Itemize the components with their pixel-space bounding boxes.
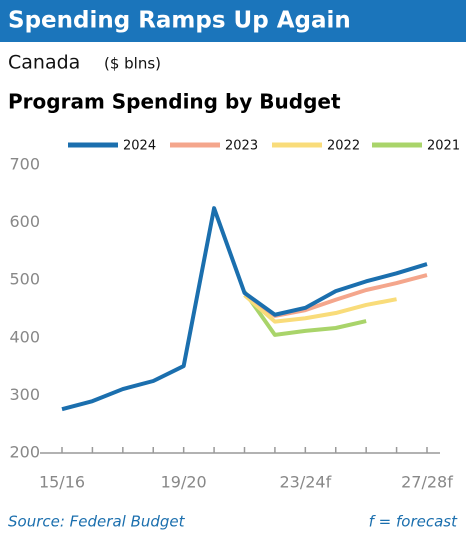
legend-label: 2021 <box>427 139 460 154</box>
series-line <box>243 273 428 318</box>
legend-label: 2023 <box>225 139 258 154</box>
y-tick-label: 300 <box>9 385 40 404</box>
note: f = forecast <box>369 513 458 531</box>
y-tick-label: 700 <box>9 155 40 174</box>
series-line <box>61 206 428 412</box>
legend-label: 2022 <box>327 139 360 154</box>
y-tick-label: 600 <box>9 212 40 231</box>
y-tick-label: 200 <box>9 443 40 462</box>
legend-label: 2024 <box>123 139 156 154</box>
subtitle: Program Spending by Budget <box>8 90 341 114</box>
x-tick-label: 27/28f <box>401 473 453 492</box>
source: Source: Federal Budget <box>8 513 186 531</box>
unit: ($ blns) <box>104 55 161 73</box>
y-tick-label: 500 <box>9 270 40 289</box>
region: Canada <box>8 52 80 74</box>
series-line <box>242 290 367 337</box>
x-tick-label: 23/24f <box>279 473 331 492</box>
x-tick-label: 19/20 <box>161 473 207 492</box>
title-bar <box>0 0 466 42</box>
y-tick-label: 400 <box>9 327 40 346</box>
x-tick-label: 15/16 <box>39 473 85 492</box>
chart-title: Spending Ramps Up Again <box>8 8 351 34</box>
series-line <box>243 293 397 324</box>
